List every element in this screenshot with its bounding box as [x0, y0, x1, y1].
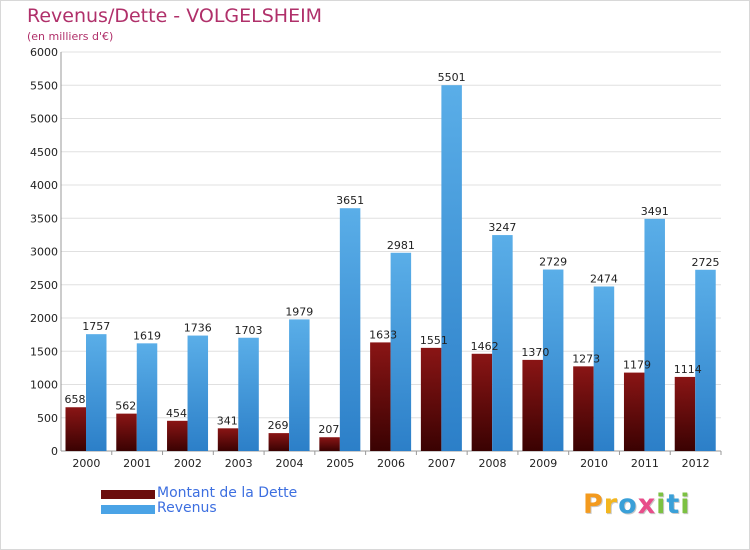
data-label-debt: 1273 — [572, 352, 600, 365]
y-tick-label: 5500 — [30, 79, 58, 92]
y-tick-label: 3000 — [30, 246, 58, 259]
x-tick-label: 2001 — [123, 457, 151, 470]
bar-revenue — [593, 286, 615, 451]
data-label-revenue: 1979 — [285, 305, 313, 318]
bar-debt — [471, 353, 493, 451]
data-label-revenue: 1619 — [133, 329, 161, 342]
y-tick-label: 0 — [51, 445, 58, 458]
bar-debt — [674, 376, 696, 451]
legend-swatch-debt — [101, 490, 155, 499]
legend-label-revenue: Revenus — [157, 500, 217, 516]
bar-revenue — [339, 208, 361, 451]
data-label-debt: 658 — [65, 393, 86, 406]
data-label-debt: 1370 — [521, 346, 549, 359]
x-axis: 2000 2001 2002 2003 2004 2005 2006 2007 2008 2009… — [72, 451, 722, 470]
bar-revenue — [136, 343, 158, 451]
bar-revenue — [86, 334, 107, 451]
data-labels: 658 1757 562 1619 454 1736 341 1703 269 1979 207 36… — [65, 71, 720, 436]
x-tick-label: 2008 — [479, 457, 507, 470]
legend-swatch-revenue — [101, 505, 155, 514]
x-tick-label: 2010 — [580, 457, 608, 470]
proxiti-logo: Proxiti — [583, 489, 691, 520]
y-tick-label: 1500 — [30, 345, 58, 358]
x-tick-label: 2004 — [275, 457, 303, 470]
data-label-debt: 1551 — [420, 334, 448, 347]
x-tick-label: 2007 — [428, 457, 456, 470]
data-label-debt: 341 — [217, 414, 238, 427]
data-label-revenue: 1757 — [82, 320, 110, 333]
bar-revenue — [289, 319, 310, 451]
bar-debt — [167, 420, 188, 451]
data-label-debt: 269 — [268, 419, 289, 432]
bar-debt — [65, 407, 86, 451]
x-tick-label: 2009 — [529, 457, 557, 470]
bar-debt — [420, 347, 442, 451]
bar-debt — [319, 437, 340, 451]
data-label-revenue: 2725 — [691, 256, 719, 269]
bar-revenue — [238, 337, 259, 451]
y-tick-label: 6000 — [30, 46, 58, 59]
data-label-debt: 1633 — [369, 328, 397, 341]
bar-revenue — [441, 85, 462, 451]
bar-debt — [268, 433, 290, 451]
y-tick-label: 2500 — [30, 279, 58, 292]
x-tick-label: 2012 — [682, 457, 710, 470]
data-label-debt: 1114 — [674, 363, 702, 376]
chart-subtitle: (en milliers d'€) — [27, 30, 114, 43]
data-label-debt: 1179 — [623, 359, 651, 372]
x-tick-label: 2000 — [72, 457, 100, 470]
bar-revenue — [187, 335, 209, 451]
bar-revenue — [390, 252, 412, 451]
data-label-revenue: 2729 — [539, 256, 567, 269]
data-label-debt: 562 — [115, 400, 136, 413]
legend-label-debt: Montant de la Dette — [157, 485, 298, 501]
bar-debt — [623, 372, 645, 451]
bar-revenue — [492, 235, 513, 451]
bar-debt — [217, 428, 239, 451]
data-label-revenue: 1736 — [184, 322, 212, 335]
data-label-revenue: 2981 — [387, 239, 415, 252]
data-label-revenue: 5501 — [438, 71, 466, 84]
x-tick-label: 2006 — [377, 457, 405, 470]
chart-title: Revenus/Dette - VOLGELSHEIM — [27, 5, 323, 27]
y-tick-label: 1000 — [30, 379, 58, 392]
y-tick-label: 4500 — [30, 146, 58, 159]
bar-revenue — [695, 269, 716, 451]
data-label-debt: 1462 — [471, 340, 499, 353]
y-tick-label: 4000 — [30, 179, 58, 192]
bar-debt — [116, 413, 137, 451]
data-label-debt: 207 — [318, 423, 339, 436]
data-label-revenue: 2474 — [590, 272, 618, 285]
data-label-revenue: 3247 — [488, 221, 516, 234]
data-label-debt: 454 — [166, 407, 187, 420]
data-label-revenue: 3491 — [641, 205, 669, 218]
y-tick-label: 5000 — [30, 113, 58, 126]
bar-debt — [573, 366, 594, 451]
bar-debt — [370, 342, 391, 451]
y-tick-label: 2000 — [30, 312, 58, 325]
bar-debt — [522, 359, 543, 451]
data-label-revenue: 3651 — [336, 194, 364, 207]
y-tick-label: 500 — [37, 412, 58, 425]
x-tick-label: 2002 — [174, 457, 202, 470]
data-label-revenue: 1703 — [235, 324, 263, 337]
x-tick-label: 2003 — [225, 457, 253, 470]
bars — [65, 85, 716, 451]
bar-revenue — [542, 269, 564, 451]
x-tick-label: 2005 — [326, 457, 354, 470]
bar-revenue — [644, 218, 665, 451]
x-tick-label: 2011 — [631, 457, 659, 470]
y-tick-label: 3500 — [30, 212, 58, 225]
